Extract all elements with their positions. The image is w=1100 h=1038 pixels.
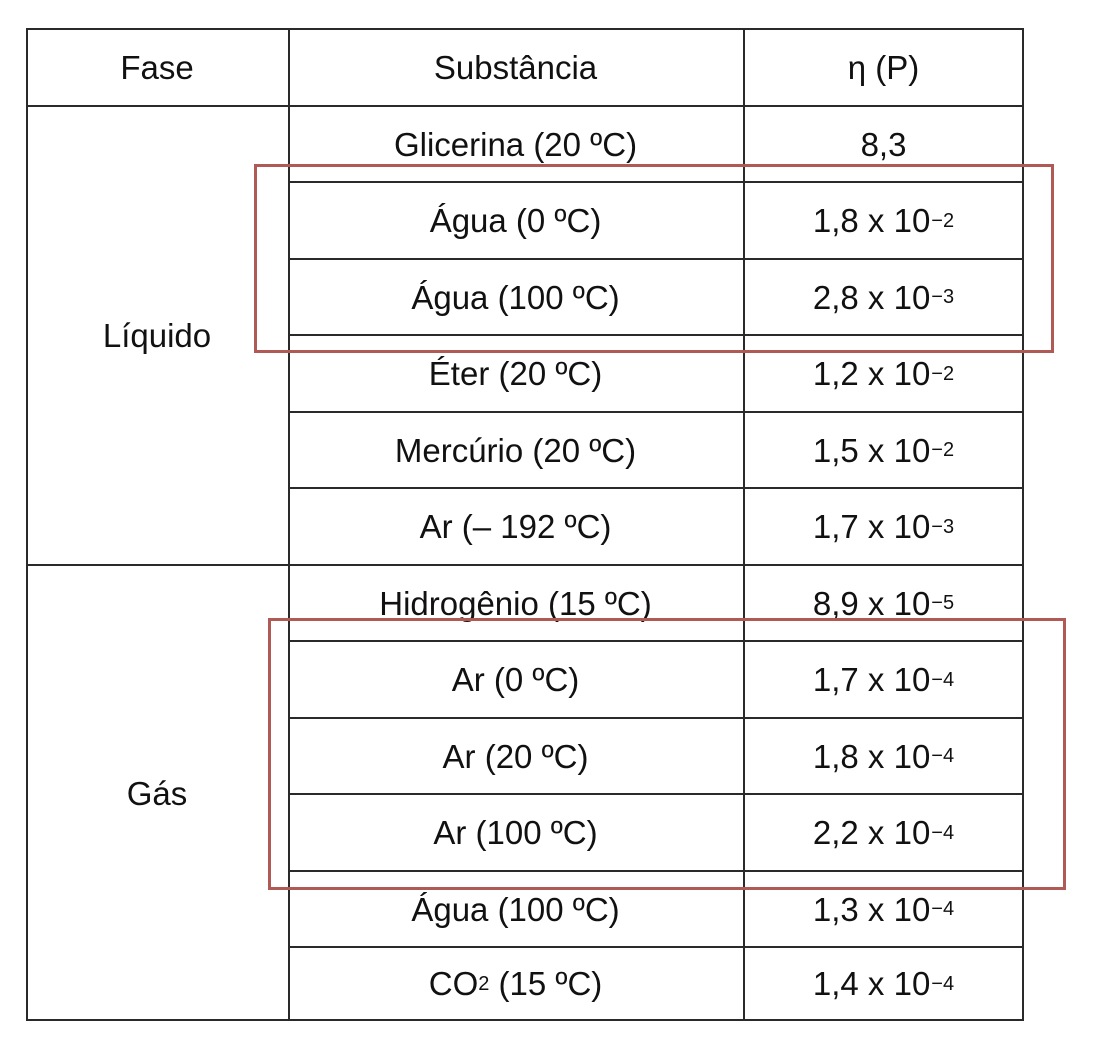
viscosity-cell: 1,7 x 10 −4 <box>812 661 955 698</box>
table-border-top <box>26 28 1024 30</box>
row-divider <box>288 411 1024 413</box>
viscosity-mantissa: 1,7 <box>812 508 859 545</box>
substance-cell: Ar (100 ºC) <box>433 814 598 851</box>
viscosity-cell: 1,5 x 10 −2 <box>812 431 955 469</box>
row-divider <box>288 946 1024 948</box>
viscosity-mantissa: 1,3 <box>812 890 859 928</box>
viscosity-mantissa: 8,3 <box>860 125 907 163</box>
row-divider <box>288 181 1024 183</box>
times-ten: x 10 <box>858 737 931 775</box>
table-border-right <box>1022 28 1024 1021</box>
row-divider <box>288 258 1024 260</box>
row-divider <box>288 640 1024 642</box>
viscosity-mantissa: 8,9 <box>812 584 859 622</box>
substance-cell: Ar (0 ºC) <box>451 661 580 698</box>
viscosity-mantissa: 1,8 <box>812 202 859 239</box>
times-ten: x 10 <box>858 661 931 698</box>
phase-liquid: Líquido <box>102 317 212 354</box>
substance-cell: Água (0 ºC) <box>429 202 602 239</box>
substance-cell: Água (100 ºC) <box>411 890 620 928</box>
times-ten: x 10 <box>858 355 931 392</box>
header-phase: Fase <box>120 48 194 86</box>
viscosity-cell: 1,4 x 10 −4 <box>812 965 955 1002</box>
highlight-box-liquid-water <box>254 164 1054 353</box>
table-border-left <box>26 28 28 1021</box>
table-border-bottom <box>26 1019 1024 1021</box>
times-ten: x 10 <box>858 965 931 1002</box>
substance-cell: Ar (– 192 ºC) <box>419 508 612 545</box>
viscosity-cell: 1,2 x 10 −2 <box>812 355 955 392</box>
viscosity-mantissa: 2,2 <box>812 814 859 851</box>
formula-main: CO <box>428 965 479 1002</box>
times-ten: x 10 <box>858 431 931 469</box>
viscosity-cell: 1,7 x 10 −3 <box>812 508 955 545</box>
viscosity-cell: 1,8 x 10 −4 <box>812 737 955 775</box>
substance-cell: Hidrogênio (15 ºC) <box>379 584 652 622</box>
times-ten: x 10 <box>858 890 931 928</box>
row-divider <box>288 487 1024 489</box>
times-ten: x 10 <box>858 508 931 545</box>
substance-cell: CO 2 (15 ºC) <box>428 965 603 1002</box>
viscosity-mantissa: 1,4 <box>812 965 859 1002</box>
phase-gas: Gás <box>126 774 188 812</box>
header-viscosity: η (P) <box>847 48 920 86</box>
phase-divider <box>26 564 1024 566</box>
viscosity-cell: 8,3 <box>743 106 1024 182</box>
viscosity-mantissa: 1,5 <box>812 431 859 469</box>
viscosity-cell: 2,8 x 10 −3 <box>812 278 955 316</box>
times-ten: x 10 <box>858 278 931 316</box>
viscosity-cell: 8,9 x 10 −5 <box>812 584 955 622</box>
viscosity-mantissa: 2,8 <box>812 278 859 316</box>
viscosity-table: Fase Substância η (P) Líquido Gás Glicer… <box>26 28 1024 1021</box>
header-divider <box>26 105 1024 107</box>
header-substance: Substância <box>433 48 598 86</box>
substance-cell: Éter (20 ºC) <box>428 355 603 392</box>
highlight-box-gas-air <box>268 618 1066 890</box>
times-ten: x 10 <box>858 814 931 851</box>
viscosity-cell: 1,3 x 10 −4 <box>812 890 955 928</box>
viscosity-cell: 1,8 x 10 −2 <box>812 202 955 239</box>
row-divider <box>288 793 1024 795</box>
column-divider-2 <box>743 28 745 1021</box>
substance-cell: Água (100 ºC) <box>411 278 620 316</box>
substance-cell: Mercúrio (20 ºC) <box>394 431 637 469</box>
viscosity-mantissa: 1,2 <box>812 355 859 392</box>
viscosity-mantissa: 1,7 <box>812 661 859 698</box>
times-ten: x 10 <box>858 202 931 239</box>
times-ten: x 10 <box>858 584 931 622</box>
formula-rest: (15 ºC) <box>489 965 603 1002</box>
row-divider <box>288 334 1024 336</box>
viscosity-mantissa: 1,8 <box>812 737 859 775</box>
row-divider <box>288 870 1024 872</box>
column-divider-1 <box>288 28 290 1021</box>
substance-cell: Glicerina (20 ºC) <box>393 125 638 163</box>
substance-cell: Ar (20 ºC) <box>442 737 589 775</box>
row-divider <box>288 717 1024 719</box>
viscosity-cell: 2,2 x 10 −4 <box>812 814 955 851</box>
